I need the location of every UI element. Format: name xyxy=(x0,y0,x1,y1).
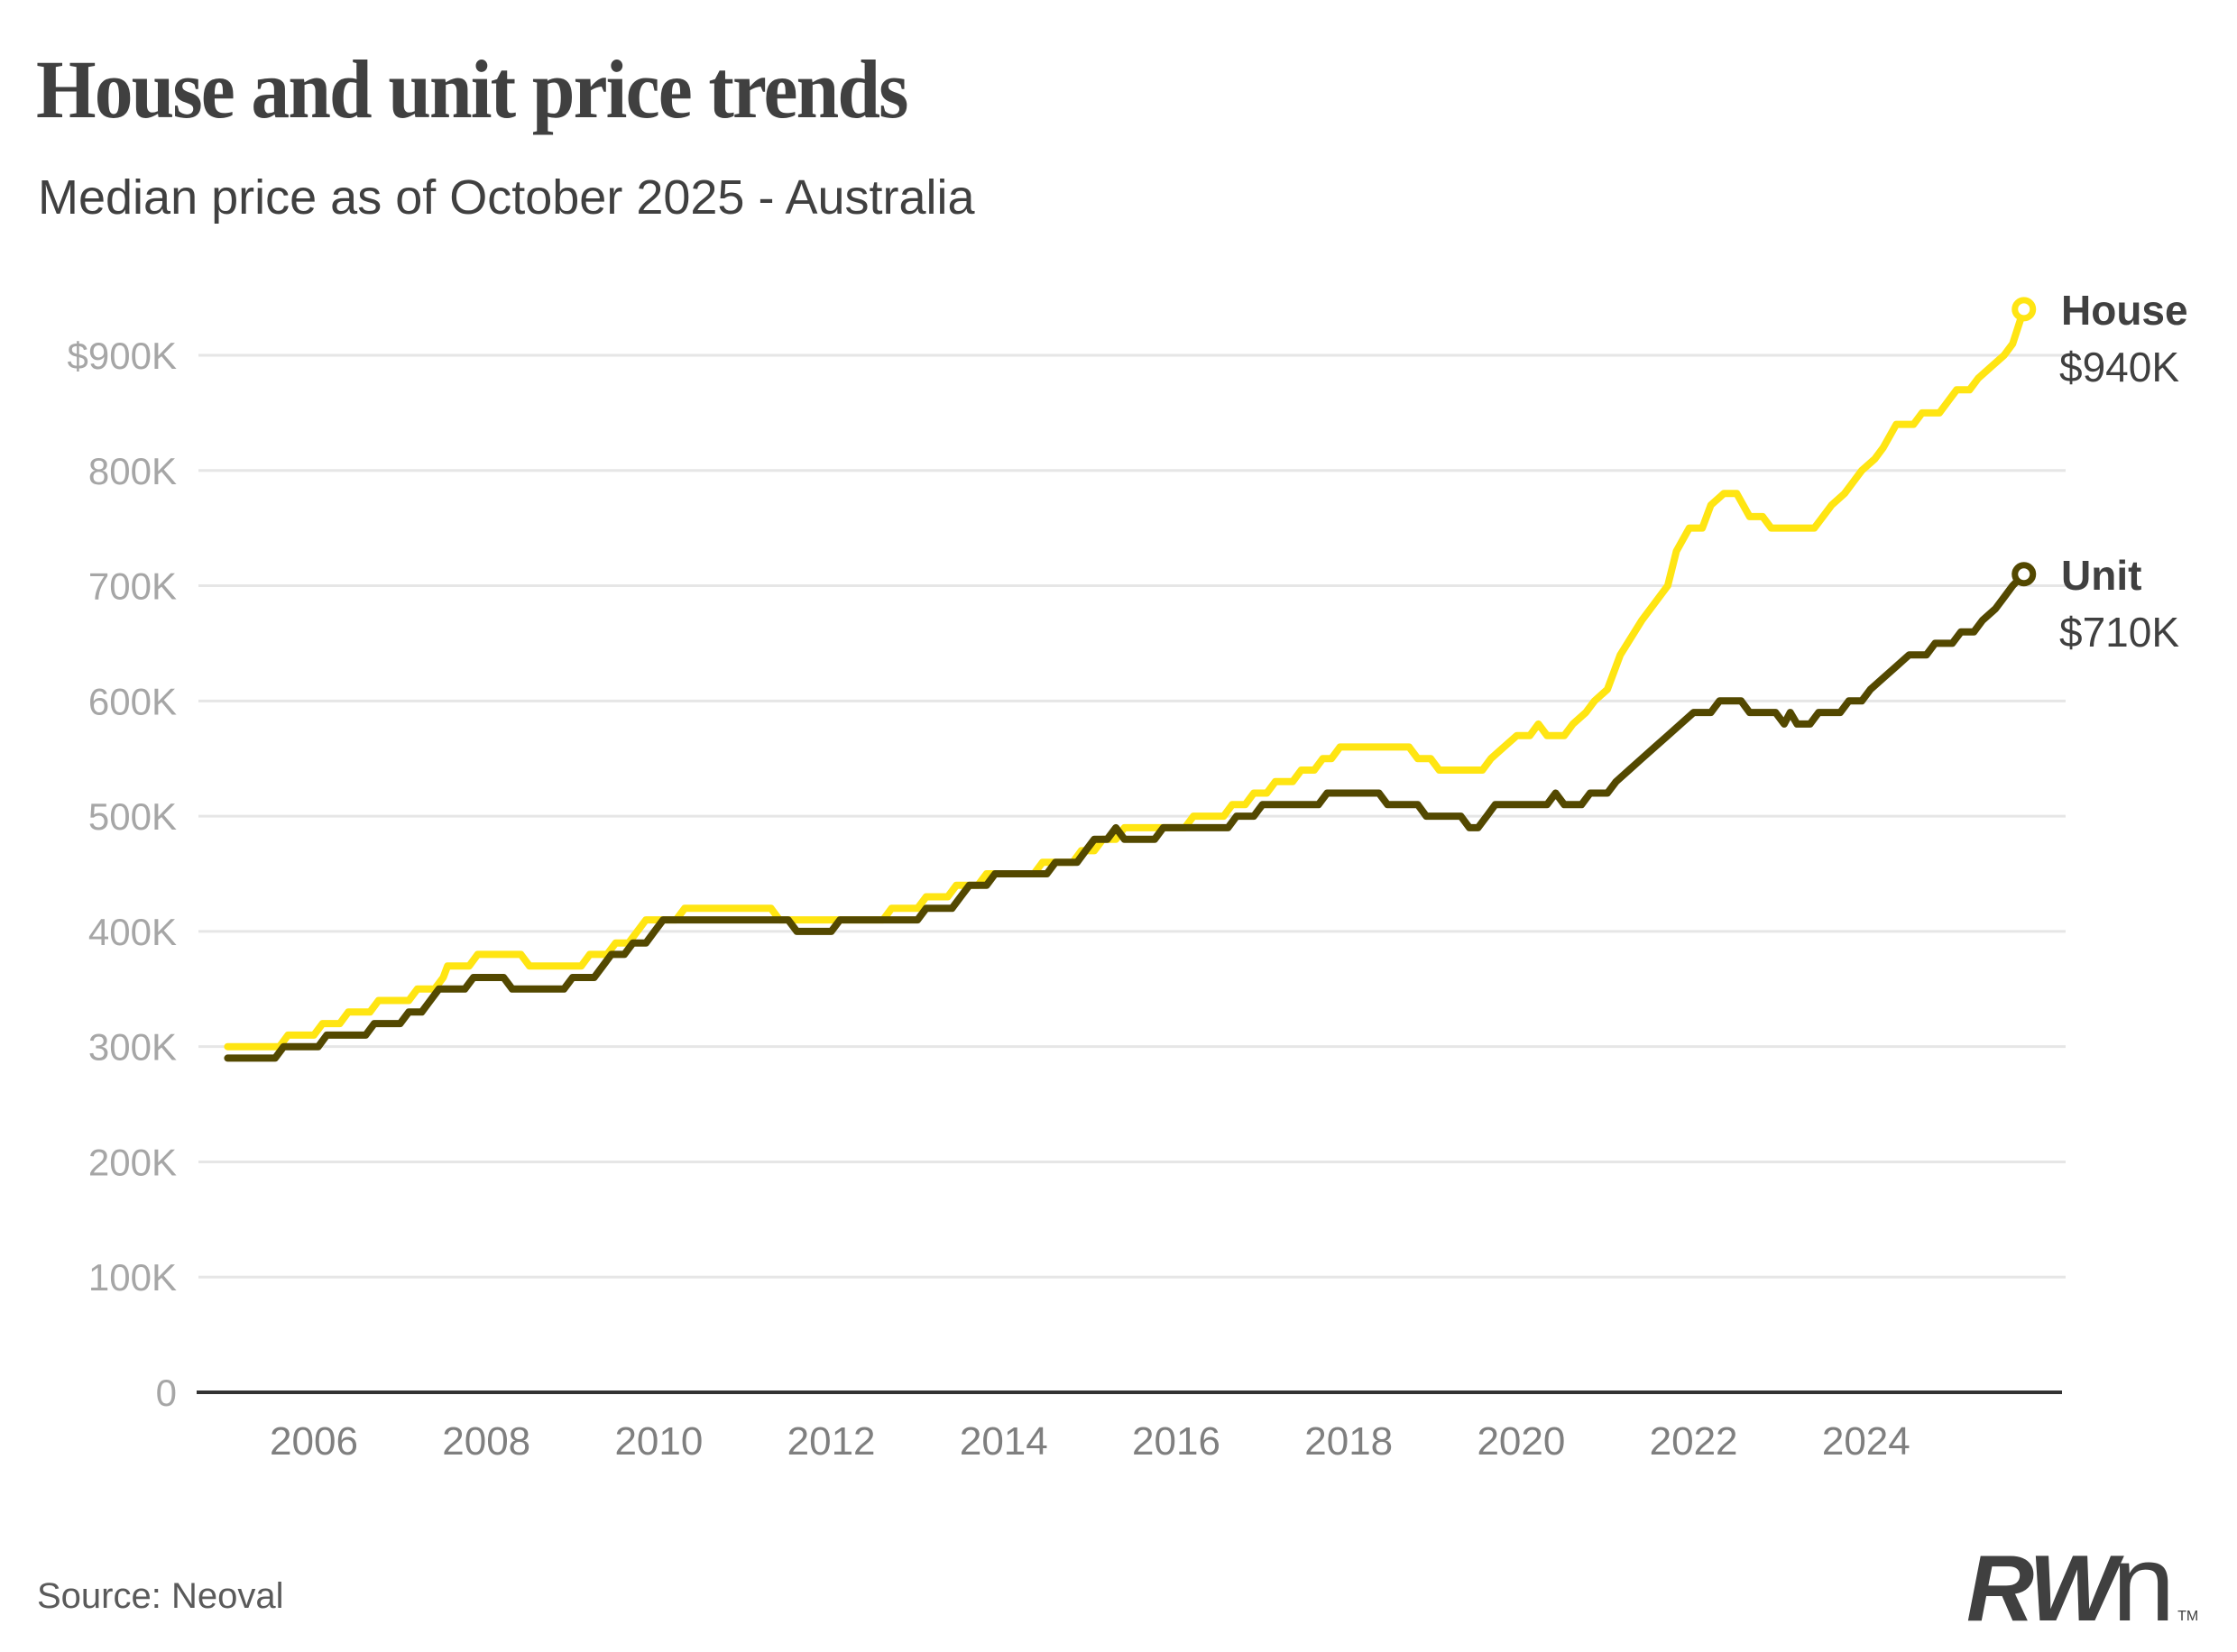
x-tick-label: 2014 xyxy=(960,1419,1048,1464)
gridlines xyxy=(198,353,2066,1279)
x-tick-label: 2006 xyxy=(270,1419,358,1464)
x-tick-label: 2008 xyxy=(442,1419,530,1464)
x-tick-label: 2020 xyxy=(1477,1419,1565,1464)
x-tick-label: 2016 xyxy=(1132,1419,1220,1464)
series-line-unit xyxy=(224,570,2028,1062)
end-point-marker-unit xyxy=(2011,562,2037,587)
rwn-logo: RWn TM xyxy=(1966,1523,2199,1644)
x-tick-label: 2010 xyxy=(614,1419,703,1464)
y-tick-label: 600K xyxy=(88,680,177,722)
y-tick-label: 0 xyxy=(156,1372,177,1414)
source-note: Source: Neoval xyxy=(37,1576,284,1616)
x-axis-ticks: 2006 2008 2010 2012 2014 2016 2018 2020 2022 2024 xyxy=(270,1419,1910,1464)
x-tick-label: 2024 xyxy=(1822,1419,1910,1464)
y-tick-label: 500K xyxy=(88,795,177,838)
x-tick-label: 2022 xyxy=(1650,1419,1738,1464)
series-line-house xyxy=(224,305,2028,1051)
y-tick-label: 800K xyxy=(88,450,177,492)
logo-trademark: TM xyxy=(2177,1609,2199,1624)
y-tick-label: 700K xyxy=(88,565,177,608)
end-value-unit: $710K xyxy=(2059,609,2179,656)
y-tick-label: 100K xyxy=(88,1256,177,1299)
y-axis-ticks: 0 100K 200K 300K 400K 500K 600K 700K 800K $900K xyxy=(68,335,177,1414)
y-tick-label: 400K xyxy=(88,911,177,953)
y-tick-label: $900K xyxy=(68,335,177,377)
end-labels: House $940K Unit $710K xyxy=(2059,287,2188,656)
chart-subtitle: Median price as of October 2025 - Austra… xyxy=(38,170,975,225)
y-tick-label: 200K xyxy=(88,1141,177,1183)
x-tick-label: 2018 xyxy=(1304,1419,1393,1464)
series-lines xyxy=(224,297,2037,1062)
end-point-marker-house xyxy=(2011,297,2037,322)
y-tick-label: 300K xyxy=(88,1026,177,1069)
logo-rw: RW xyxy=(1966,1537,2117,1641)
end-label-unit: Unit xyxy=(2061,552,2141,599)
end-value-house: $940K xyxy=(2059,344,2179,390)
x-tick-label: 2012 xyxy=(787,1419,876,1464)
end-label-house: House xyxy=(2061,287,2188,334)
chart-title: House and unit price trends xyxy=(36,43,908,135)
logo-n: n xyxy=(2112,1523,2176,1644)
